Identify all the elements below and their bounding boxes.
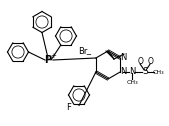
Text: F: F	[67, 103, 71, 112]
Text: O: O	[137, 56, 143, 66]
Text: CH₃: CH₃	[152, 70, 164, 74]
Text: S: S	[142, 68, 148, 76]
Text: O: O	[147, 56, 153, 66]
Text: N: N	[120, 54, 126, 62]
Text: N: N	[120, 68, 126, 76]
Text: CH₃: CH₃	[126, 80, 138, 85]
Text: −: −	[85, 52, 91, 58]
Text: P: P	[44, 55, 52, 65]
Text: N: N	[129, 68, 135, 76]
Text: +: +	[50, 53, 56, 59]
Text: Br: Br	[78, 48, 87, 56]
